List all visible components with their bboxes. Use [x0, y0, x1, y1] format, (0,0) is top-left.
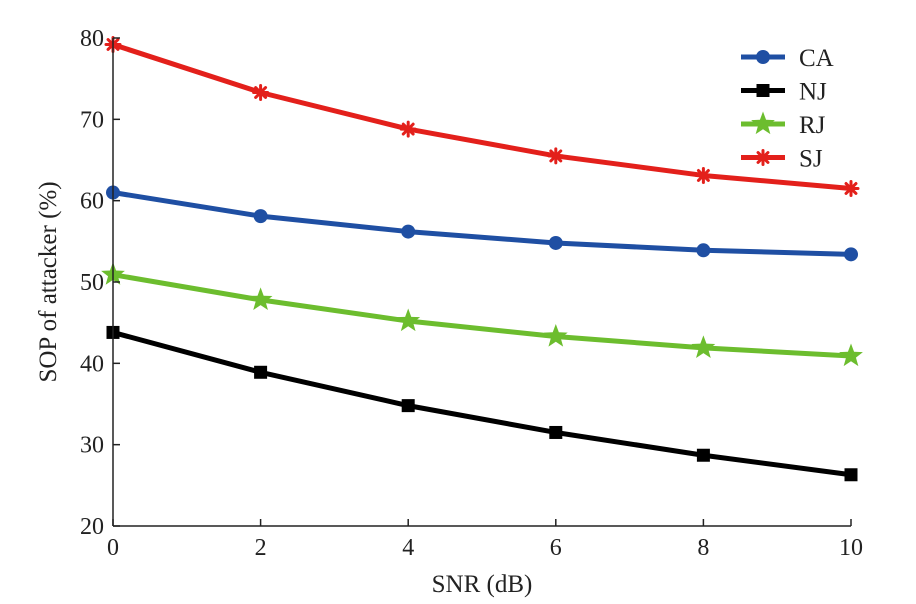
x-tick-label: 0: [107, 535, 119, 561]
legend-swatch-marker: [754, 149, 772, 166]
x-tick-label: 8: [697, 535, 709, 561]
series-line-sj: [110, 42, 854, 191]
data-point-ca: [253, 209, 268, 224]
x-axis-title: SNR (dB): [432, 571, 533, 598]
y-tick-label: 40: [80, 351, 104, 377]
data-point-sj: [842, 179, 860, 197]
series-line-rj: [110, 272, 854, 359]
data-point-nj: [549, 425, 563, 439]
y-tick-label: 30: [80, 433, 104, 459]
y-tick-label: 70: [80, 107, 104, 133]
legend-swatch-marker: [756, 50, 770, 64]
legend-label: RJ: [799, 112, 826, 139]
data-point-rj: [839, 343, 863, 367]
data-point-nj: [401, 399, 415, 413]
legend-label: NJ: [799, 79, 827, 106]
y-tick-label: 20: [80, 514, 104, 540]
data-point-ca: [696, 243, 711, 258]
x-tick-label: 4: [402, 535, 414, 561]
legend-swatch-marker: [751, 111, 775, 135]
legend-item-rj: RJ: [741, 111, 826, 139]
x-axis-ticks: 0 2 4 6 8 10: [107, 519, 863, 561]
data-point-sj: [547, 147, 565, 165]
axes: [112, 38, 851, 527]
legend-item-ca: CA: [741, 45, 834, 72]
y-axis-ticks: 20 30 40 50 60 70 80: [80, 26, 120, 540]
data-point-ca: [844, 247, 858, 262]
legend-swatch-marker: [756, 84, 770, 97]
y-tick-label: 80: [80, 26, 104, 52]
y-axis-title: SOP of attacker (%): [35, 181, 62, 382]
x-tick-label: 6: [550, 535, 562, 561]
legend-item-sj: SJ: [741, 146, 823, 173]
data-point-rj: [543, 323, 568, 347]
series-line-nj: [110, 329, 854, 478]
series-line-ca: [110, 190, 854, 257]
data-point-ca: [548, 235, 563, 250]
data-point-rj: [396, 308, 421, 332]
data-point-rj: [248, 287, 273, 311]
data-point-nj: [696, 448, 710, 462]
x-tick-label: 10: [839, 535, 863, 561]
legend: CA NJ RJ SJ: [741, 45, 834, 173]
legend-label: SJ: [799, 146, 823, 173]
y-tick-label: 60: [80, 189, 104, 215]
x-tick-label: 2: [255, 535, 267, 561]
y-tick-label: 50: [80, 270, 104, 296]
data-point-rj: [691, 335, 716, 358]
data-point-sj: [399, 120, 417, 138]
legend-item-nj: NJ: [741, 79, 827, 106]
data-point-nj: [844, 468, 858, 482]
data-point-sj: [252, 83, 270, 101]
data-point-sj: [694, 166, 712, 184]
data-point-ca: [401, 224, 416, 239]
series-lines: [110, 42, 854, 478]
series-markers: [101, 36, 863, 482]
legend-label: CA: [799, 45, 834, 72]
data-point-nj: [254, 365, 268, 379]
